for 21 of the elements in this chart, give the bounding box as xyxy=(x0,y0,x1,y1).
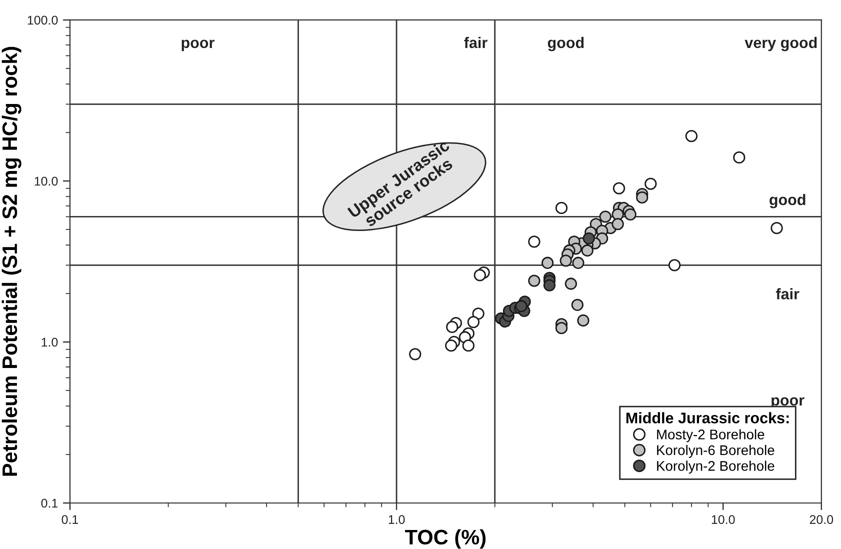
annotation: very good xyxy=(744,36,817,52)
legend-title: Middle Jurassic rocks: xyxy=(626,412,789,424)
annotation: fair xyxy=(464,36,488,48)
annotation: poor xyxy=(772,397,804,409)
legend-label: Mosty-2 Borehole xyxy=(657,429,764,442)
annotation: poor xyxy=(182,40,214,52)
legend-label: Korolyn-6 Borehole xyxy=(657,444,774,458)
y-tick-label: 1.0 xyxy=(42,338,58,347)
x-tick-label: 1.0 xyxy=(388,515,405,524)
y-tick-label: 10.0 xyxy=(34,176,58,186)
annotation: good xyxy=(548,36,584,52)
annotation: fair xyxy=(776,288,800,300)
x-tick-label: 0.1 xyxy=(62,515,78,524)
x-tick-label: 20.0 xyxy=(810,515,834,524)
y-tick-label: 0.1 xyxy=(41,498,58,508)
x-tick-label: 10.0 xyxy=(712,515,735,524)
y-tick-label: 100.0 xyxy=(28,16,58,25)
y-axis-title: Petroleum Potential (S1 + S2 mg HC/g rock) xyxy=(2,46,22,476)
legend-label: Korolyn-2 Borehole xyxy=(657,460,774,474)
annotation: good xyxy=(770,194,806,208)
x-axis-title: TOC (%) xyxy=(405,529,486,549)
